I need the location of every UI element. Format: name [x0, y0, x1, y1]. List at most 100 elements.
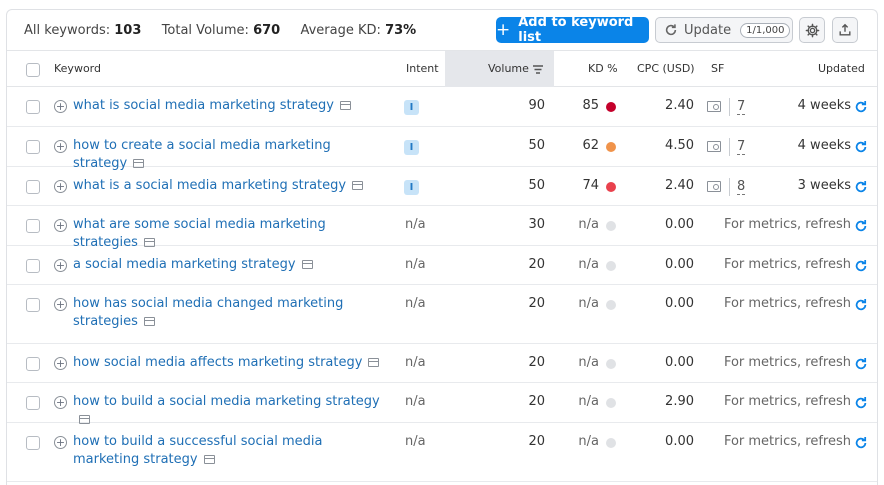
column-sf[interactable]: SF [711, 62, 725, 75]
refresh-icon[interactable] [854, 298, 868, 312]
row-checkbox[interactable] [26, 298, 40, 312]
keyword-text: how to build a social media marketing st… [73, 394, 380, 409]
table-row[interactable]: + what is a social media marketing strat… [7, 167, 877, 206]
refresh-icon[interactable] [854, 357, 868, 371]
cpc-value: 0.00 [665, 355, 694, 370]
keyword-cell: + how to build a social media marketing … [54, 393, 384, 429]
select-all-checkbox[interactable] [26, 63, 40, 77]
all-keywords-value: 103 [114, 23, 142, 38]
add-to-keyword-list-label: Add to keyword list [518, 15, 634, 45]
refresh-icon[interactable] [854, 180, 868, 194]
keyword-link[interactable]: how social media affects marketing strat… [73, 354, 380, 372]
table-row[interactable]: + how to create a social media marketing… [7, 127, 877, 171]
keyword-link[interactable]: how has social media changed marketing s… [73, 295, 344, 331]
row-checkbox[interactable] [26, 219, 40, 233]
column-cpc[interactable]: CPC (USD) [637, 62, 695, 75]
row-checkbox[interactable] [26, 396, 40, 410]
keyword-summary: All keywords: 103 Total Volume: 670 Aver… [24, 23, 416, 38]
updated-value: For metrics, refresh [723, 257, 851, 272]
kd-indicator-dot [606, 398, 616, 408]
keyword-cell: + how social media affects marketing str… [54, 354, 384, 372]
settings-button[interactable] [799, 17, 825, 43]
column-kd[interactable]: KD % [588, 62, 618, 75]
keyword-cell: + what is social media marketing strateg… [54, 97, 384, 115]
add-keyword-icon[interactable]: + [54, 219, 67, 232]
refresh-icon[interactable] [854, 219, 868, 233]
column-volume[interactable]: Volume [488, 62, 529, 75]
row-checkbox[interactable] [26, 100, 40, 114]
sort-descending-icon[interactable] [532, 64, 544, 75]
table-row[interactable]: + what are some social media marketing s… [7, 206, 877, 250]
serp-snapshot-icon[interactable] [368, 358, 380, 367]
sf-divider [729, 178, 730, 196]
table-row[interactable]: + how to build a social media marketing … [7, 383, 877, 424]
add-to-keyword-list-button[interactable]: + Add to keyword list [496, 15, 649, 45]
total-volume-value: 670 [253, 23, 281, 38]
refresh-icon[interactable] [854, 100, 868, 114]
add-keyword-icon[interactable]: + [54, 180, 67, 193]
row-checkbox[interactable] [26, 436, 40, 450]
keyword-link[interactable]: what is social media marketing strategy [73, 97, 351, 115]
kd-value: n/a [578, 257, 599, 272]
serp-snapshot-icon[interactable] [133, 159, 145, 168]
serp-snapshot-icon[interactable] [340, 101, 351, 110]
volume-value: 30 [528, 217, 545, 232]
serp-snapshot-icon[interactable] [203, 455, 215, 464]
table-row[interactable]: + how to build a successful social media… [7, 423, 877, 482]
export-button[interactable] [832, 17, 858, 43]
volume-value: 20 [528, 257, 545, 272]
add-keyword-icon[interactable]: + [54, 298, 67, 311]
serp-snapshot-icon[interactable] [79, 415, 90, 424]
refresh-icon[interactable] [854, 259, 868, 273]
keyword-text: how to create a social media marketing s… [73, 138, 331, 171]
column-updated[interactable]: Updated [818, 62, 865, 75]
row-checkbox[interactable] [26, 259, 40, 273]
add-keyword-icon[interactable]: + [54, 259, 67, 272]
keyword-link[interactable]: what are some social media marketing str… [73, 216, 384, 252]
volume-value: 20 [528, 394, 545, 409]
updated-value: 3 weeks [797, 178, 851, 193]
cpc-value: 0.00 [665, 217, 694, 232]
add-keyword-icon[interactable]: + [54, 140, 67, 153]
kd-indicator-dot [606, 102, 616, 112]
add-keyword-icon[interactable]: + [54, 357, 67, 370]
refresh-icon[interactable] [854, 140, 868, 154]
average-kd-label: Average KD: [300, 23, 381, 38]
refresh-icon[interactable] [854, 436, 868, 450]
column-intent[interactable]: Intent [406, 62, 439, 75]
keyword-link[interactable]: how to build a social media marketing st… [73, 393, 384, 429]
keyword-link[interactable]: how to build a successful social media m… [73, 433, 369, 469]
keyword-link[interactable]: how to create a social media marketing s… [73, 137, 384, 173]
table-row[interactable]: + a social media marketing strategy n/a … [7, 246, 877, 285]
row-checkbox[interactable] [26, 180, 40, 194]
updated-value: For metrics, refresh [723, 217, 851, 232]
kd-indicator-dot [606, 359, 616, 369]
column-keyword[interactable]: Keyword [54, 62, 101, 75]
serp-snapshot-icon[interactable] [301, 260, 313, 269]
kd-value: 85 [582, 98, 599, 113]
serp-features-icon [707, 141, 721, 152]
serp-snapshot-icon[interactable] [352, 181, 364, 190]
add-keyword-icon[interactable]: + [54, 396, 67, 409]
add-keyword-icon[interactable]: + [54, 100, 67, 113]
keyword-link[interactable]: a social media marketing strategy [73, 256, 313, 274]
update-button[interactable]: Update 1/1,000 [655, 17, 793, 43]
keyword-text: what are some social media marketing str… [73, 217, 326, 250]
table-row[interactable]: + how social media affects marketing str… [7, 344, 877, 383]
serp-features-count[interactable]: 7 [737, 139, 746, 155]
serp-snapshot-icon[interactable] [143, 238, 155, 247]
table-row[interactable]: + what is social media marketing strateg… [7, 87, 877, 127]
keyword-text: what is social media marketing strategy [73, 98, 334, 113]
update-quota-badge: 1/1,000 [740, 22, 791, 38]
add-keyword-icon[interactable]: + [54, 436, 67, 449]
keyword-link[interactable]: what is a social media marketing strateg… [73, 177, 364, 195]
row-checkbox[interactable] [26, 357, 40, 371]
serp-features-count[interactable]: 7 [737, 99, 746, 115]
row-checkbox[interactable] [26, 140, 40, 154]
table-row[interactable]: + how has social media changed marketing… [7, 285, 877, 344]
all-keywords-label: All keywords: [24, 23, 111, 38]
serp-features-count[interactable]: 8 [737, 179, 746, 195]
serp-snapshot-icon[interactable] [143, 317, 155, 326]
volume-value: 20 [528, 434, 545, 449]
refresh-icon[interactable] [854, 396, 868, 410]
